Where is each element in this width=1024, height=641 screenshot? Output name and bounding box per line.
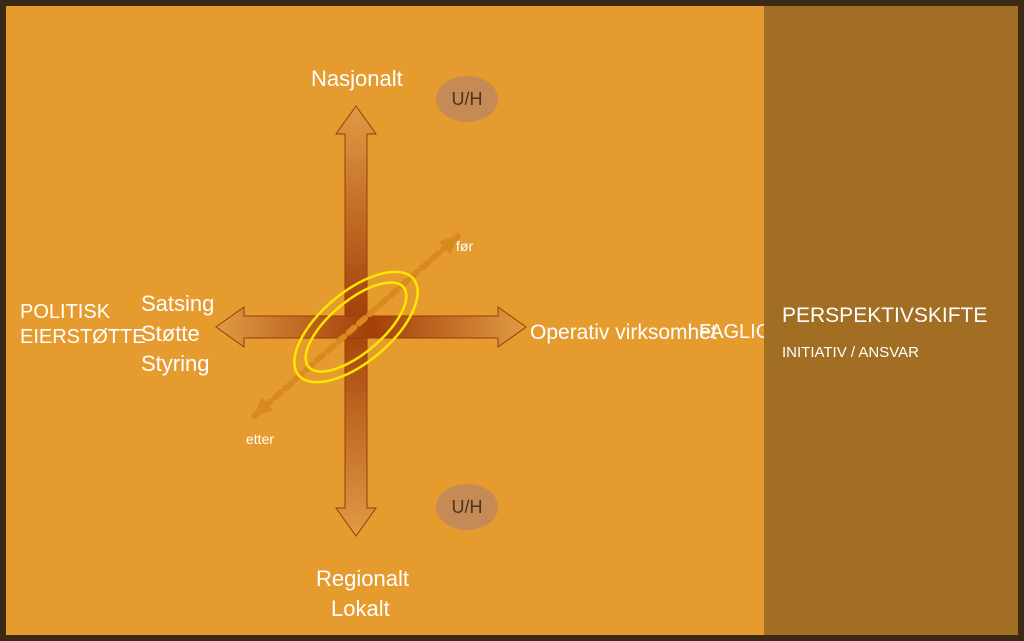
left-caps-1: POLITISK — [20, 301, 110, 324]
label-bottom-2: Lokalt — [331, 596, 390, 622]
right-subtitle: INITIATIV / ANSVAR — [782, 344, 919, 361]
right-operational: Operativ virksomhet — [530, 321, 717, 345]
badge-uh-bottom: U/H — [436, 484, 498, 530]
panel-right: PERSPEKTIVSKIFTE INITIATIV / ANSVAR — [764, 6, 1018, 635]
label-bottom-1: Regionalt — [316, 566, 409, 592]
badge-uh-top: U/H — [436, 76, 498, 122]
right-caps: FAGLIG — [699, 321, 771, 344]
diag-label-before: før — [456, 238, 473, 254]
left-item-1: Støtte — [141, 321, 200, 347]
panel-left: Nasjonalt Regionalt Lokalt Satsing Støtt… — [6, 6, 776, 635]
right-title: PERSPEKTIVSKIFTE — [782, 304, 987, 328]
left-item-2: Styring — [141, 351, 209, 377]
left-caps-2: EIERSTØTTE — [20, 326, 146, 349]
label-top: Nasjonalt — [311, 66, 403, 92]
left-item-0: Satsing — [141, 291, 214, 317]
badge-uh-bottom-text: U/H — [452, 497, 483, 518]
diag-label-after: etter — [246, 431, 274, 447]
badge-uh-top-text: U/H — [452, 89, 483, 110]
slide-frame: Nasjonalt Regionalt Lokalt Satsing Støtt… — [0, 0, 1024, 641]
